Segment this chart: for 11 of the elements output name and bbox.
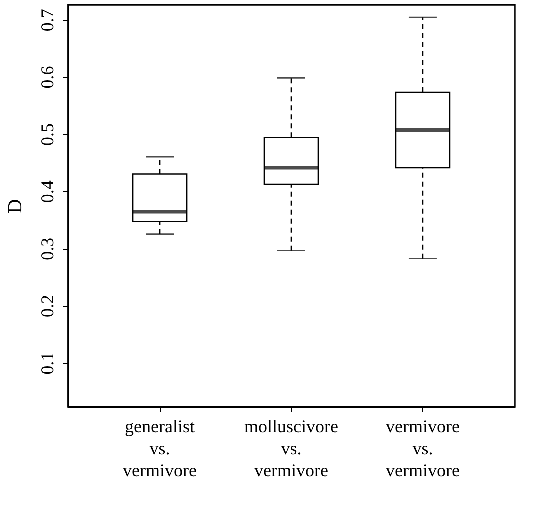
- x-tick-label: molluscivore vs. vermivore: [244, 416, 338, 480]
- y-tick-label: 0.2: [38, 295, 58, 318]
- y-tick-label: 0.6: [38, 66, 58, 89]
- y-tick-label: 0.4: [38, 180, 58, 204]
- y-tick-label: 0.5: [38, 123, 58, 146]
- y-tick-label: 0.1: [38, 352, 58, 375]
- x-tick-label: generalist vs. vermivore: [123, 416, 198, 480]
- y-tick-label: 0.3: [38, 238, 58, 260]
- y-tick-label: 0.7: [38, 9, 58, 32]
- x-tick-label: vermivore vs. vermivore: [386, 416, 460, 480]
- y-axis-title: D: [4, 199, 26, 214]
